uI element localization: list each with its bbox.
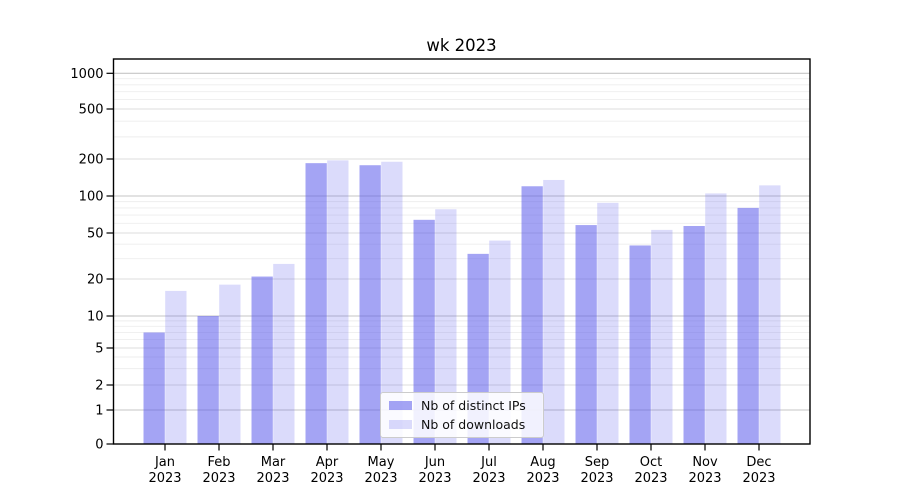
x-tick-label-feb: Feb 2023: [202, 455, 235, 486]
y-tick-label-100: 100: [79, 190, 104, 205]
bar-downloads-may: [381, 161, 403, 444]
y-tick-label-200: 200: [79, 153, 104, 168]
bar-downloads-jan: [165, 290, 187, 444]
bar-distinct-ips-oct: [629, 245, 651, 444]
bar-distinct-ips-jan: [143, 332, 165, 444]
y-tick-label-0: 0: [95, 438, 103, 453]
bar-distinct-ips-may: [359, 165, 381, 445]
x-tick-label-jan: Jan 2023: [148, 455, 181, 486]
y-tick-label-50: 50: [87, 227, 104, 242]
y-tick-label-500: 500: [79, 103, 104, 118]
x-tick-label-may: May 2023: [364, 455, 397, 486]
y-tick-label-1000: 1000: [70, 67, 103, 82]
bar-downloads-dec: [759, 185, 781, 445]
bar-downloads-oct: [651, 229, 673, 444]
legend-swatch-distinct-ips: [389, 400, 412, 411]
legend-label-downloads: Nb of downloads: [421, 417, 526, 432]
legend-item-downloads: Nb of downloads: [389, 417, 535, 432]
bar-distinct-ips-apr: [305, 163, 327, 444]
bar-downloads-aug: [543, 179, 565, 444]
legend-swatch-downloads: [389, 419, 412, 430]
y-tick-label-20: 20: [87, 273, 104, 288]
x-tick-label-apr: Apr 2023: [310, 455, 343, 486]
bar-downloads-apr: [327, 160, 349, 445]
y-tick-label-10: 10: [87, 310, 104, 325]
x-tick-label-aug: Aug 2023: [526, 455, 559, 486]
bar-distinct-ips-dec: [737, 207, 759, 444]
bar-downloads-sep: [597, 202, 619, 444]
x-tick-label-sep: Sep 2023: [580, 455, 613, 486]
bar-downloads-jun: [435, 209, 457, 444]
x-tick-label-mar: Mar 2023: [256, 455, 289, 486]
bar-distinct-ips-jun: [413, 219, 435, 444]
bar-distinct-ips-sep: [575, 225, 597, 444]
bar-distinct-ips-mar: [251, 276, 273, 444]
x-tick-label-dec: Dec 2023: [742, 455, 775, 486]
x-tick-label-oct: Oct 2023: [634, 455, 667, 486]
bar-distinct-ips-aug: [521, 186, 543, 444]
bar-downloads-nov: [705, 193, 727, 444]
legend-label-distinct-ips: Nb of distinct IPs: [421, 398, 526, 413]
x-tick-label-jul: Jul 2023: [472, 455, 505, 486]
legend: Nb of distinct IPs Nb of downloads: [380, 392, 544, 438]
bar-downloads-feb: [219, 284, 241, 444]
chart-title: wk 2023: [426, 36, 497, 55]
legend-item-distinct-ips: Nb of distinct IPs: [389, 398, 535, 413]
y-tick-label-5: 5: [95, 342, 103, 357]
bar-distinct-ips-nov: [683, 226, 705, 444]
bar-downloads-mar: [273, 263, 295, 444]
x-tick-label-nov: Nov 2023: [688, 455, 721, 486]
y-tick-label-1: 1: [95, 404, 103, 419]
x-tick-label-jun: Jun 2023: [418, 455, 451, 486]
plot-border: [112, 58, 811, 445]
bar-distinct-ips-feb: [197, 316, 219, 444]
y-tick-label-2: 2: [95, 379, 103, 394]
